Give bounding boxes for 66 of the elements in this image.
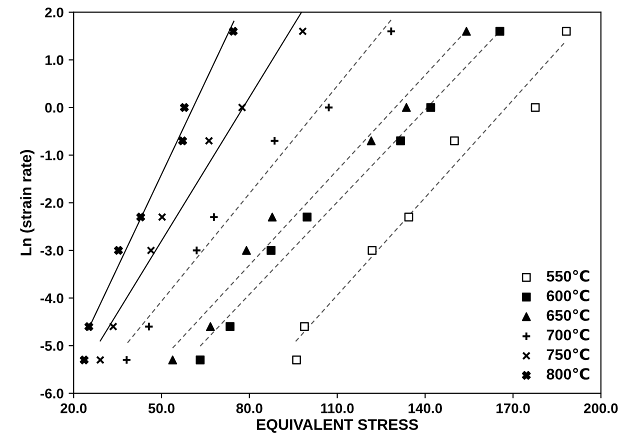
point	[242, 246, 251, 255]
legend-label: 650℃	[546, 309, 590, 321]
point	[158, 212, 166, 222]
point	[108, 322, 118, 331]
point	[426, 103, 436, 112]
point	[324, 102, 334, 112]
point	[366, 136, 376, 146]
point	[206, 322, 215, 332]
x-tick-label: 140.0	[408, 403, 442, 414]
point	[84, 322, 94, 332]
y-tick-label: -1.0	[40, 150, 64, 160]
point	[196, 356, 205, 364]
point	[168, 356, 178, 364]
point	[298, 27, 307, 36]
point	[402, 103, 411, 112]
point	[530, 103, 540, 112]
point	[226, 322, 234, 332]
point	[122, 355, 132, 365]
x-axis-title: EQUIVALENT STRESS	[256, 419, 418, 433]
point	[268, 212, 277, 222]
point	[209, 212, 219, 222]
point	[180, 103, 189, 112]
point	[450, 136, 459, 146]
point	[192, 246, 202, 256]
x-tick-label: 50.0	[148, 403, 174, 414]
x-tick-label: 200.0	[584, 403, 618, 414]
point	[396, 136, 405, 146]
legend-label: 600℃	[546, 290, 590, 302]
point	[368, 246, 377, 255]
x-tick-label: 80.0	[236, 403, 262, 414]
y-tick-label: -2.0	[40, 198, 64, 208]
legend-label: 800℃	[546, 368, 590, 380]
point	[300, 322, 309, 332]
y-axis-title: Ln (strain rate)	[20, 150, 34, 256]
point	[96, 356, 105, 364]
y-tick-label: 2.0	[45, 8, 64, 18]
y-tick-label: -5.0	[40, 341, 64, 351]
point	[204, 136, 214, 146]
legend-label: 550℃	[546, 270, 590, 282]
y-tick-label: -3.0	[40, 246, 64, 256]
y-tick-label: -4.0	[40, 293, 64, 304]
y-tick-label: 1.0	[45, 55, 64, 66]
legend-label: 700℃	[546, 328, 590, 340]
point	[462, 26, 471, 36]
point	[136, 212, 146, 222]
point	[404, 212, 414, 222]
y-tick-label: -6.0	[40, 388, 64, 398]
point	[238, 103, 246, 112]
legend-label: 750℃	[546, 348, 590, 360]
point	[228, 26, 238, 36]
point	[146, 246, 156, 255]
x-tick-label: 110.0	[321, 403, 354, 414]
x-tick-label: 170.0	[496, 403, 530, 414]
point	[178, 136, 188, 146]
point	[386, 26, 396, 36]
point	[562, 26, 571, 36]
x-tick-label: 20.0	[60, 403, 87, 414]
point	[495, 26, 504, 36]
point	[292, 356, 301, 364]
point	[302, 212, 312, 222]
point	[80, 356, 89, 364]
point	[144, 322, 154, 332]
y-tick-label: 0.0	[45, 102, 64, 113]
point	[266, 246, 276, 255]
point	[270, 136, 280, 146]
point	[114, 246, 123, 255]
